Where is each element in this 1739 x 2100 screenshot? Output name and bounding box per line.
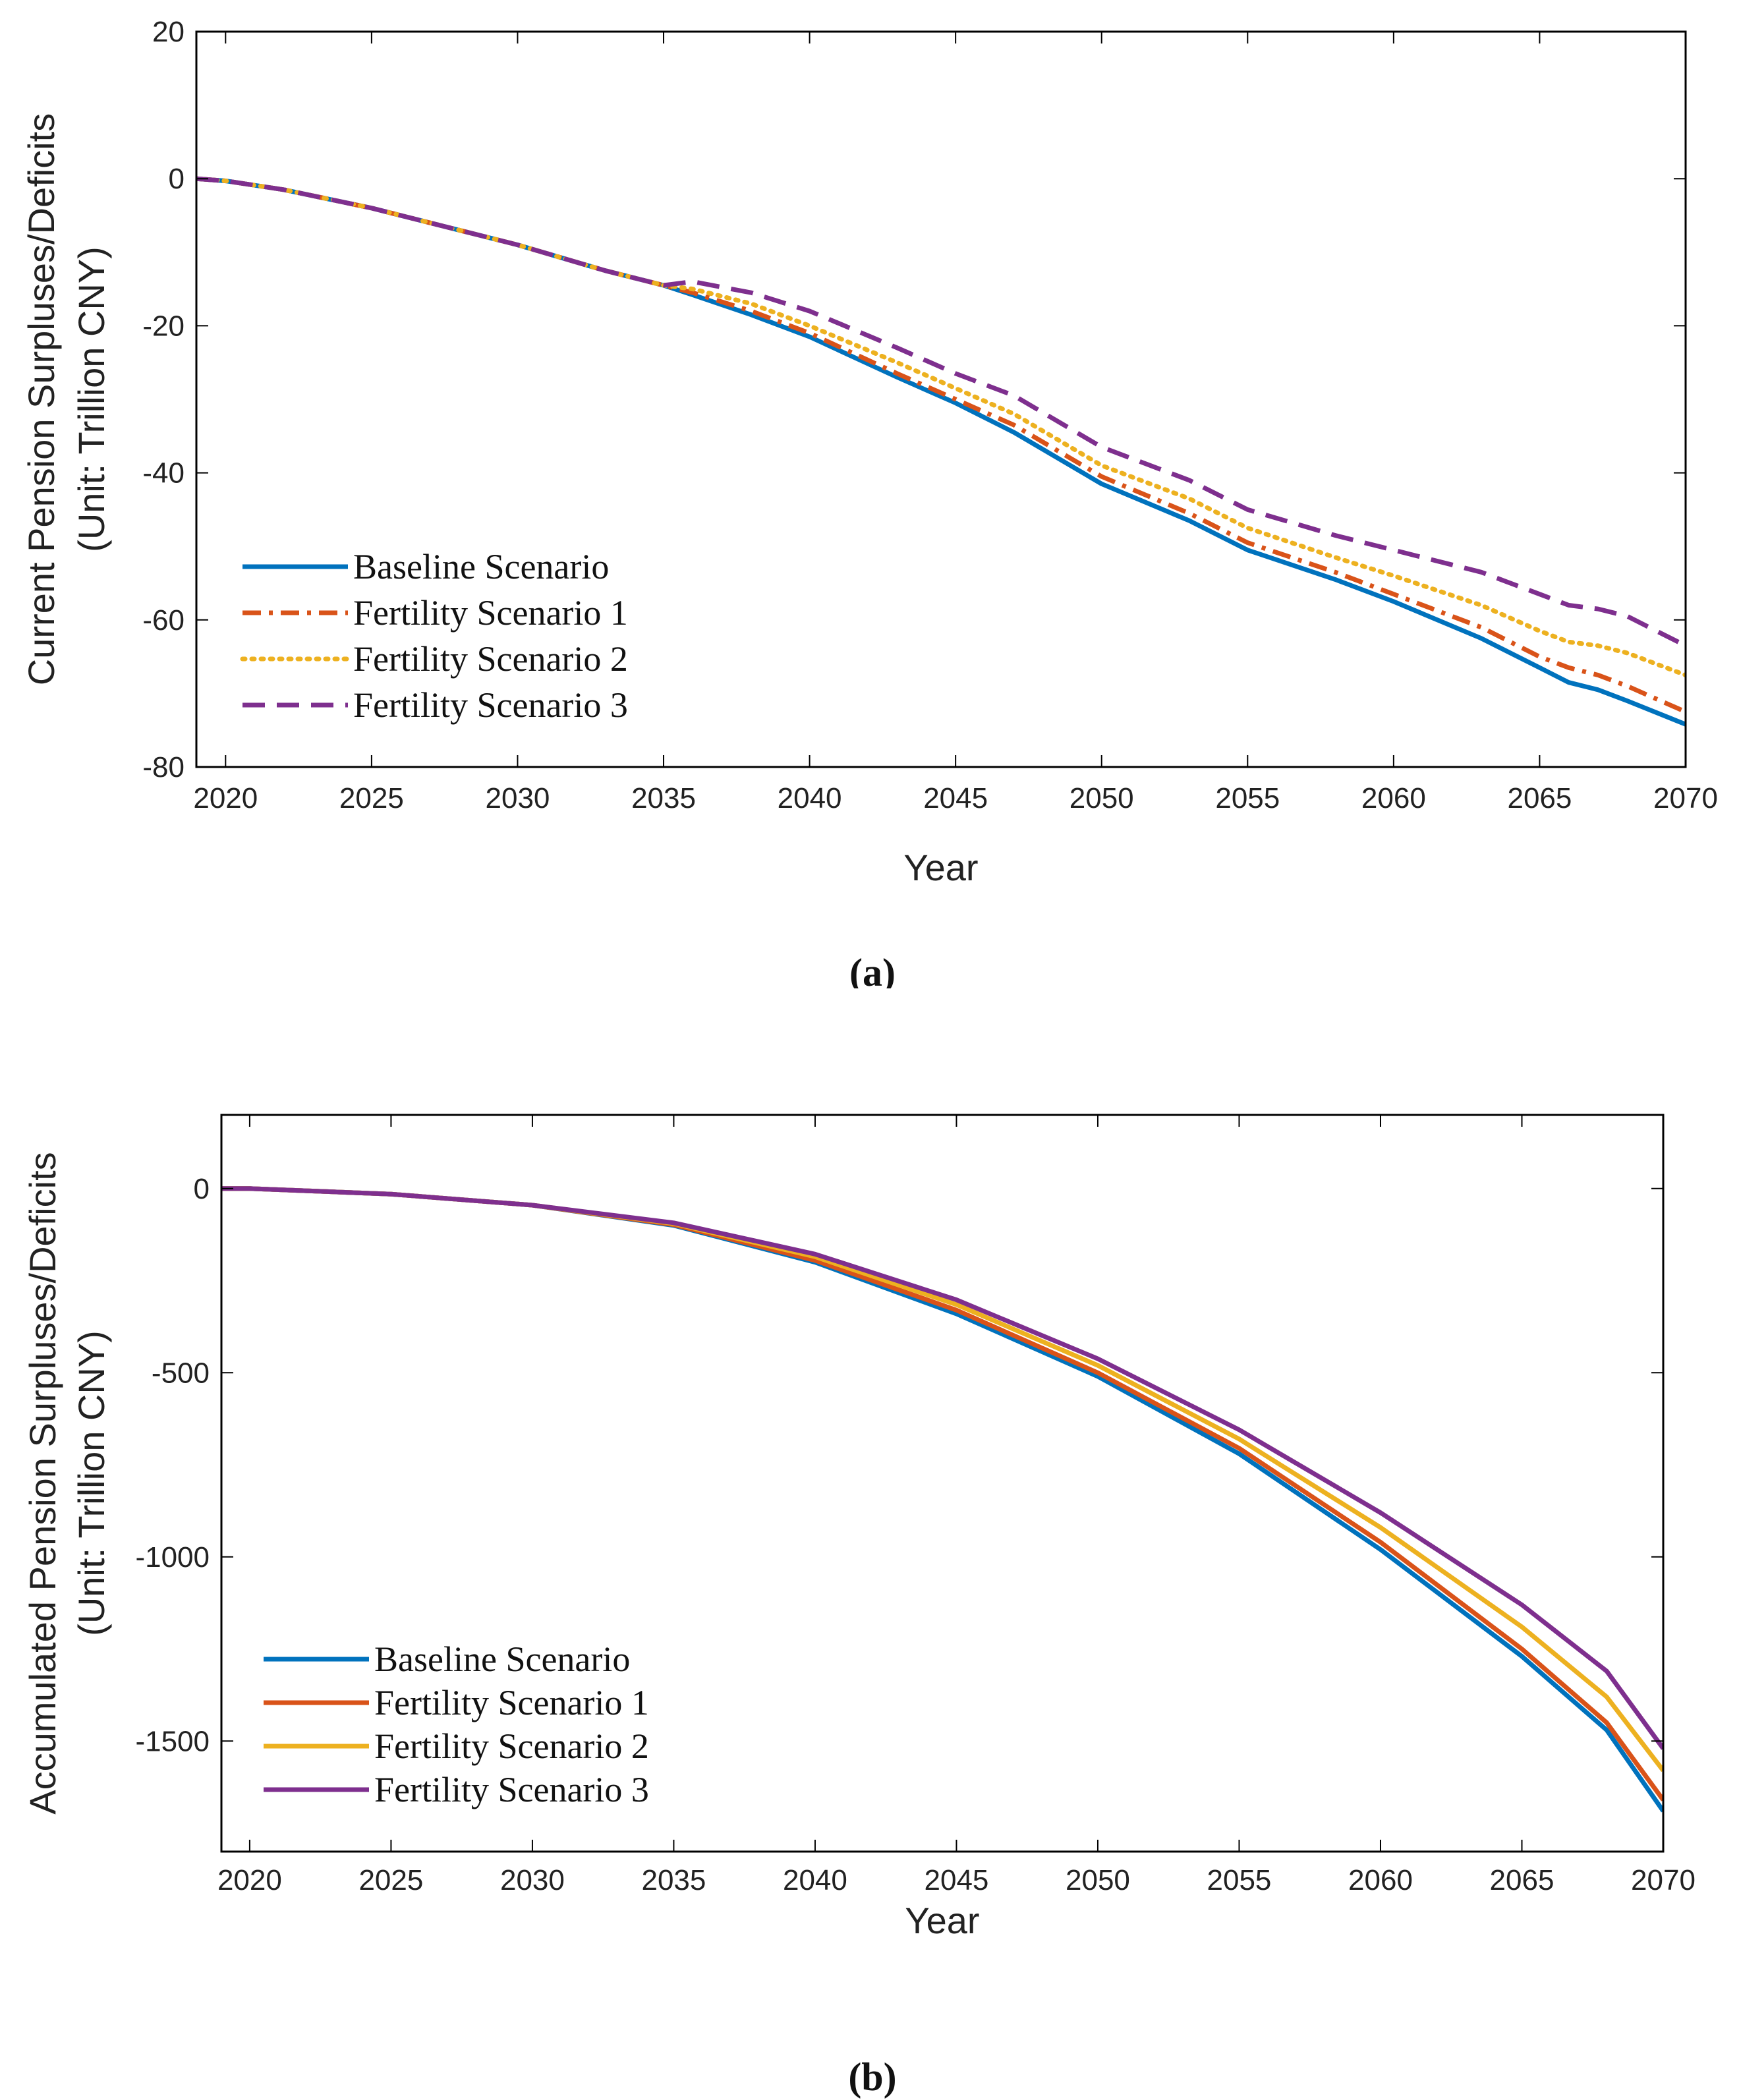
legend-label-3: Fertility Scenario 2 — [374, 1726, 649, 1766]
axes-box — [195, 30, 1687, 768]
x-tick-label: 2025 — [358, 1864, 423, 1896]
x-tick-label: 2070 — [1653, 782, 1718, 814]
x-tick-label: 2065 — [1507, 782, 1572, 814]
x-tick-label: 2020 — [193, 782, 258, 814]
x-tick-label: 2060 — [1348, 1864, 1413, 1896]
series-line-3 — [196, 176, 1686, 677]
x-tick-label: 2050 — [1066, 1864, 1130, 1896]
y-tick-label: 0 — [194, 1173, 210, 1205]
chart-b: 2020 2025 2030 2035 2040 2045 2050 2055 2060 2065… — [0, 1054, 1739, 2100]
x-axis-label: Year — [903, 847, 978, 888]
y-tick-label: 20 — [152, 16, 185, 48]
x-tick-label: 2055 — [1215, 782, 1280, 814]
x-tick-label: 2060 — [1361, 782, 1426, 814]
x-tick-label: 2055 — [1207, 1864, 1272, 1896]
y-axis-label-line2: (Unit: Trillion CNY) — [71, 1330, 112, 1636]
x-tick-label: 2035 — [631, 782, 696, 814]
series-line-4 — [196, 176, 1686, 648]
legend-label-1: Baseline Scenario — [353, 547, 609, 586]
y-axis-label-line1: Current Pension Surpluses/Deficits — [20, 113, 62, 685]
x-tick-label: 2025 — [339, 782, 404, 814]
x-axis-label: Year — [905, 1900, 979, 1941]
x-tick-label: 2035 — [641, 1864, 706, 1896]
panel-label: (b) — [848, 2055, 896, 2099]
x-tick-label: 2040 — [778, 782, 842, 814]
chart-b-svg: 2020 2025 2030 2035 2040 2045 2050 2055 2060 2065… — [22, 1114, 1696, 2099]
legend-label-2: Fertility Scenario 1 — [353, 593, 628, 633]
legend-label-3: Fertility Scenario 2 — [353, 639, 628, 679]
x-tick-label: 2070 — [1631, 1864, 1696, 1896]
x-tick-label: 2065 — [1490, 1864, 1554, 1896]
legend-label-1: Baseline Scenario — [374, 1639, 630, 1679]
series-line-4 — [221, 1186, 1663, 1750]
x-tick-label: 2030 — [500, 1864, 565, 1896]
x-tick-label: 2045 — [923, 782, 988, 814]
x-tick-label: 2050 — [1069, 782, 1134, 814]
x-tick-label: 2045 — [925, 1864, 989, 1896]
x-tick-label: 2040 — [783, 1864, 847, 1896]
y-tick-label: -20 — [142, 310, 185, 342]
chart-a: 2020 2025 2030 2035 2040 2045 2050 2055 2060 2065… — [0, 0, 1739, 988]
x-tick-label: 2030 — [486, 782, 550, 814]
axes-box — [220, 1114, 1665, 1853]
y-tick-label: -80 — [142, 751, 185, 783]
y-tick-label: -60 — [142, 604, 185, 637]
chart-a-svg: 2020 2025 2030 2035 2040 2045 2050 2055 2060 2065… — [20, 16, 1718, 988]
y-axis-label-line2: (Unit: Trillion CNY) — [71, 246, 112, 552]
y-tick-label: 0 — [169, 163, 185, 195]
legend-label-4: Fertility Scenario 3 — [353, 685, 628, 725]
y-tick-label: -1500 — [135, 1725, 210, 1757]
legend-label-4: Fertility Scenario 3 — [374, 1770, 649, 1809]
y-tick-label: -500 — [152, 1357, 210, 1389]
panel-label: (a) — [849, 951, 896, 988]
x-tick-label: 2020 — [217, 1864, 282, 1896]
y-tick-label: -40 — [142, 457, 185, 490]
y-axis-label-line1: Accumulated Pension Surpluses/Deficits — [22, 1152, 63, 1814]
y-tick-label: -1000 — [135, 1541, 210, 1574]
legend-label-2: Fertility Scenario 1 — [374, 1683, 649, 1722]
